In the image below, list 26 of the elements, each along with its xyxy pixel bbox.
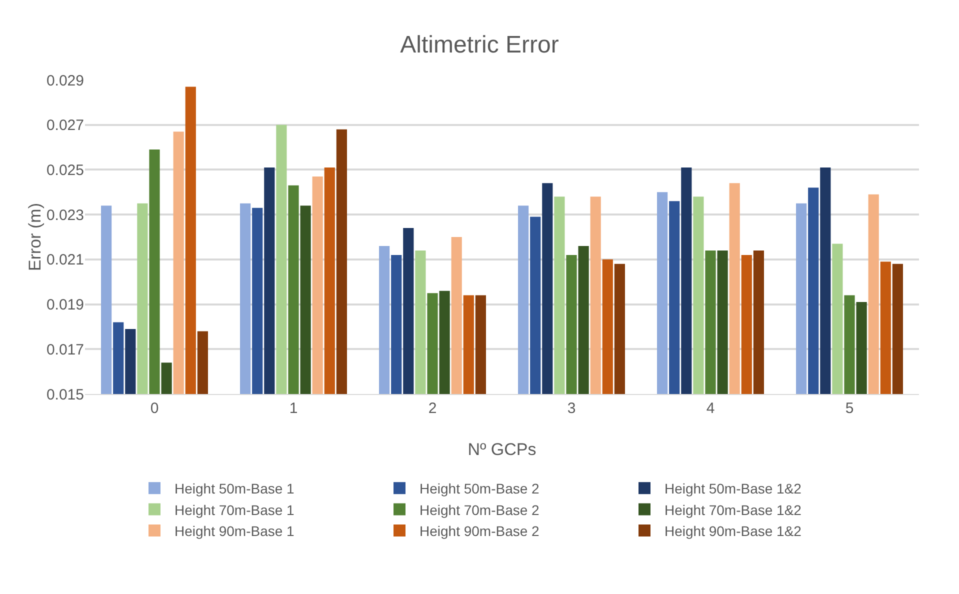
y-axis-title: Error (m): [25, 203, 44, 271]
legend-label: Height 70m-Base 2: [420, 502, 540, 518]
x-tick-label: 4: [706, 400, 715, 417]
x-tick-label: 2: [428, 400, 437, 417]
chart-title: Altimetric Error: [400, 31, 559, 58]
y-tick-label: 0.029: [46, 72, 84, 90]
legend-label: Height 90m-Base 2: [420, 522, 540, 539]
y-tick-label: 0.025: [46, 162, 84, 179]
y-tick-label: 0.021: [46, 252, 84, 269]
x-tick-label: 1: [289, 400, 298, 417]
y-tick-label: 0.015: [46, 386, 84, 404]
x-axis-title: Nº GCPs: [468, 440, 536, 459]
legend-label: Height 90m-Base 1: [174, 522, 295, 539]
y-tick-label: 0.019: [46, 296, 84, 314]
legend-label: Height 50m-Base 1: [174, 480, 295, 497]
y-tick-label: 0.027: [46, 117, 84, 134]
x-tick-label: 0: [150, 400, 159, 417]
legend-label: Height 50m-Base 1&2: [664, 480, 802, 497]
x-tick-label: 5: [845, 400, 854, 417]
legend-label: Height 70m-Base 1&2: [664, 502, 802, 518]
legend-label: Height 90m-Base 1&2: [664, 522, 802, 539]
legend-label: Height 70m-Base 1: [174, 502, 295, 518]
y-tick-label: 0.017: [46, 341, 84, 358]
y-tick-label: 0.023: [46, 206, 84, 224]
x-tick-label: 3: [567, 400, 576, 417]
legend-label: Height 50m-Base 2: [420, 480, 540, 497]
